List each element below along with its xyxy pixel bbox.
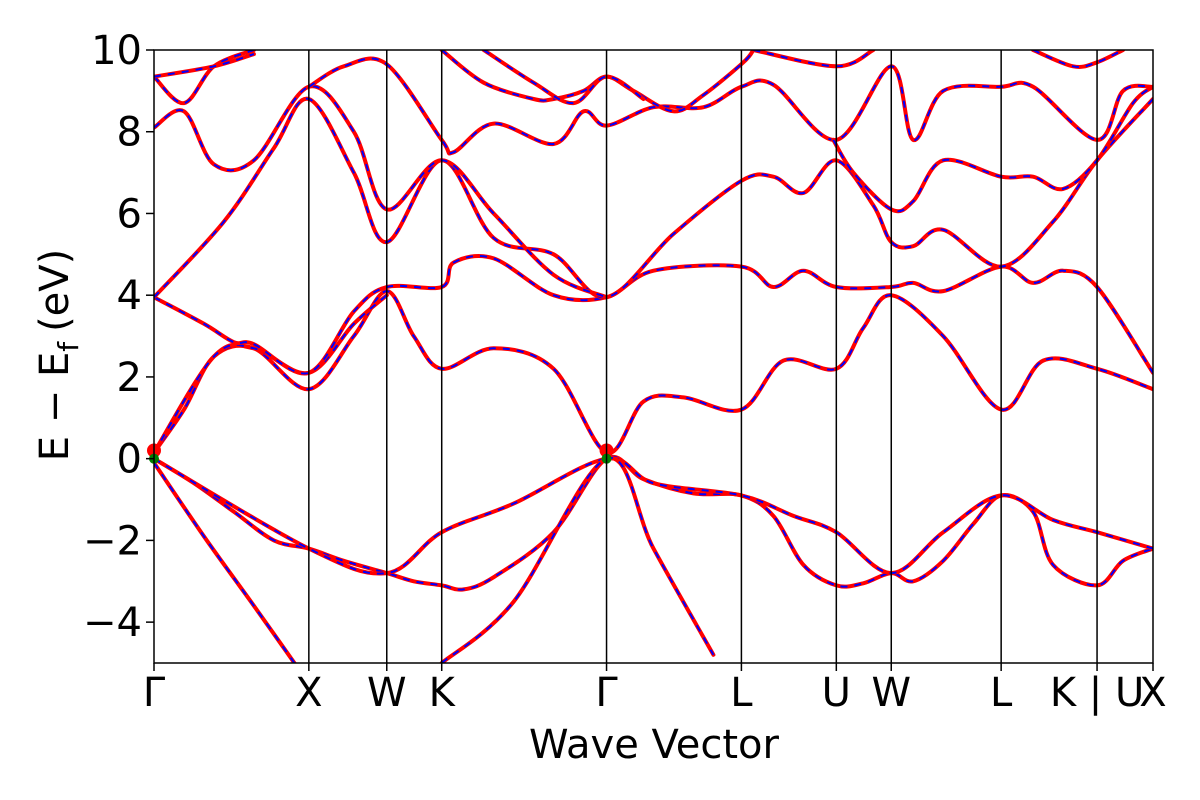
band-10-dashed [154,50,255,105]
band-15-dashed [832,85,1153,213]
y-axis-ticks: −4 −2 0 2 4 6 8 10 [83,28,154,646]
band-15 [831,84,1153,214]
y-axis-label-unit: (eV) [32,249,78,332]
band-1 [154,460,297,663]
x-tick-label-11: X [1139,670,1166,716]
x-tick-label-9: L [990,670,1013,716]
band-14 [481,50,646,106]
band-7-dashed [154,255,1153,375]
band-9 [154,84,609,300]
band-7-solid [154,254,1153,376]
band-6-dashed [154,294,388,454]
band-6-solid [154,293,389,455]
y-axis-label: E − Ef (eV) [32,249,85,462]
band-2-solid [154,454,1153,592]
band-11 [154,52,256,79]
band-8-dashed [154,97,1153,299]
band-11-dashed [154,53,255,78]
band-7 [154,254,1153,376]
band-17-dashed [1032,50,1124,68]
band-8 [154,96,1153,300]
x-tick-label-5: Γ [595,670,618,716]
y-tick-label-6: 6 [117,191,142,237]
band-17-solid [1031,50,1125,69]
band-8-solid [154,96,1153,300]
band-1-dashed [154,462,296,663]
band-3-solid [154,456,1153,576]
x-tick-label-8: W [871,670,911,716]
x-tick-label-1: Γ [143,670,166,716]
plot-frame [153,49,1154,664]
x-tick-label-4: K [429,670,457,716]
y-tick-label-4: 2 [117,355,142,401]
band-16 [751,50,876,69]
band-9-dashed [154,85,607,299]
y-tick-label-2: −2 [83,518,142,564]
band-17 [1031,50,1125,69]
band-2-dashed [154,455,1153,591]
x-tick-label-6: L [730,670,753,716]
y-tick-label-5: 4 [117,273,142,319]
band-lines [154,50,1153,663]
band-14-dashed [483,50,645,105]
x-tick-label-3: W [367,670,407,716]
band-9-solid [154,84,609,300]
y-tick-label-1: −4 [83,600,142,646]
y-tick-label-8: 10 [91,28,142,74]
x-axis-label: Wave Vector [529,722,780,768]
y-tick-label-7: 8 [117,110,142,156]
band-3 [154,456,1153,576]
x-tick-label-7: U [822,670,851,716]
band-6 [154,293,389,455]
y-axis-label-main: E − E [32,352,78,462]
kpoint-lines [308,50,1098,663]
x-tick-label-2: X [295,670,322,716]
band-10 [154,50,256,106]
degeneracy-markers [147,443,614,464]
y-axis-label-sub: f [52,341,85,352]
x-tick-label-10: K | U [1050,670,1144,716]
band-3-dashed [154,457,1153,575]
y-tick-label-3: 0 [117,437,142,483]
band-2 [154,454,1153,592]
